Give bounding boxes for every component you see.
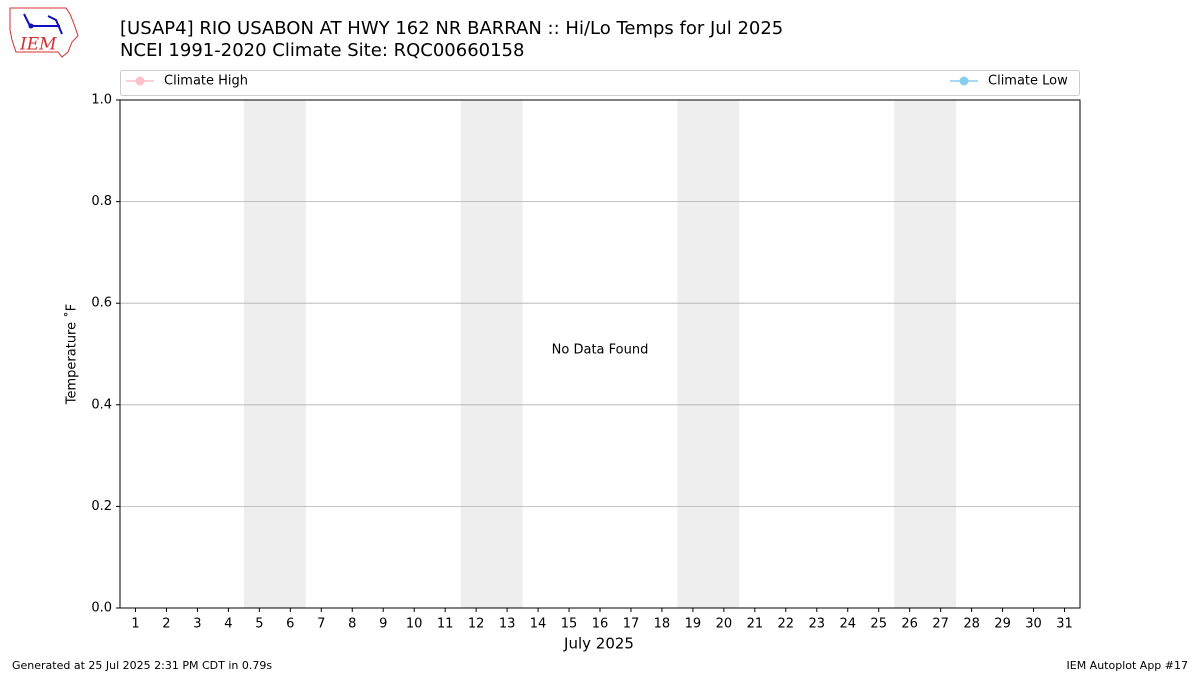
annotation: No Data Found bbox=[552, 343, 649, 358]
x-tick-label: 5 bbox=[255, 617, 263, 632]
y-tick-label: 0.0 bbox=[91, 601, 112, 616]
y-tick-label: 0.4 bbox=[91, 397, 112, 412]
x-tick-label: 4 bbox=[224, 617, 232, 632]
legend-label: Climate Low bbox=[988, 74, 1068, 89]
y-tick-label: 1.0 bbox=[91, 93, 112, 108]
x-tick-label: 8 bbox=[348, 617, 356, 632]
weekend-band bbox=[677, 100, 740, 608]
x-tick-label: 16 bbox=[592, 617, 609, 632]
x-tick-label: 19 bbox=[685, 617, 702, 632]
x-tick-label: 17 bbox=[623, 617, 640, 632]
x-tick-label: 10 bbox=[406, 617, 423, 632]
x-tick-label: 2 bbox=[162, 617, 170, 632]
x-tick-label: 9 bbox=[379, 617, 387, 632]
y-axis-label: Temperature ˚F bbox=[64, 304, 80, 405]
logo-text: IEM bbox=[19, 35, 57, 55]
plot-frame bbox=[119, 99, 1081, 609]
x-tick-label: 11 bbox=[437, 617, 454, 632]
x-tick-label: 31 bbox=[1056, 617, 1073, 632]
x-tick-label: 23 bbox=[809, 617, 826, 632]
y-tick-label: 0.8 bbox=[91, 194, 112, 209]
weekend-band bbox=[460, 100, 523, 608]
legend-marker bbox=[135, 76, 145, 86]
x-tick-label: 13 bbox=[499, 617, 516, 632]
x-tick-label: 12 bbox=[468, 617, 485, 632]
x-tick-label: 15 bbox=[561, 617, 578, 632]
x-tick-label: 28 bbox=[963, 617, 980, 632]
y-tick-label: 0.2 bbox=[91, 499, 112, 514]
x-tick-label: 21 bbox=[747, 617, 764, 632]
x-tick-label: 29 bbox=[994, 617, 1011, 632]
footer-left: Generated at 25 Jul 2025 2:31 PM CDT in … bbox=[12, 659, 272, 672]
legend-label: Climate High bbox=[164, 74, 248, 89]
weekend-band bbox=[243, 100, 306, 608]
x-tick-label: 30 bbox=[1025, 617, 1042, 632]
x-tick-label: 25 bbox=[870, 617, 887, 632]
x-tick-label: 6 bbox=[286, 617, 294, 632]
legend-marker bbox=[959, 76, 969, 86]
logo: IEM bbox=[9, 7, 79, 58]
x-tick-label: 3 bbox=[193, 617, 201, 632]
x-tick-label: 22 bbox=[778, 617, 795, 632]
y-tick-label: 0.6 bbox=[91, 296, 112, 311]
x-tick-label: 24 bbox=[839, 617, 856, 632]
x-tick-label: 18 bbox=[654, 617, 671, 632]
x-tick-label: 1 bbox=[131, 617, 139, 632]
x-tick-label: 20 bbox=[716, 617, 733, 632]
x-axis-label: July 2025 bbox=[563, 635, 634, 653]
chart-subtitle: NCEI 1991-2020 Climate Site: RQC00660158 bbox=[120, 40, 524, 61]
x-tick-label: 14 bbox=[530, 617, 547, 632]
legend-box bbox=[120, 70, 1080, 96]
weekend-band bbox=[894, 100, 957, 608]
x-tick-label: 26 bbox=[901, 617, 918, 632]
footer-right: IEM Autoplot App #17 bbox=[1067, 659, 1189, 672]
chart-title: [USAP4] RIO USABON AT HWY 162 NR BARRAN … bbox=[120, 18, 783, 39]
x-tick-label: 7 bbox=[317, 617, 325, 632]
x-tick-label: 27 bbox=[932, 617, 949, 632]
